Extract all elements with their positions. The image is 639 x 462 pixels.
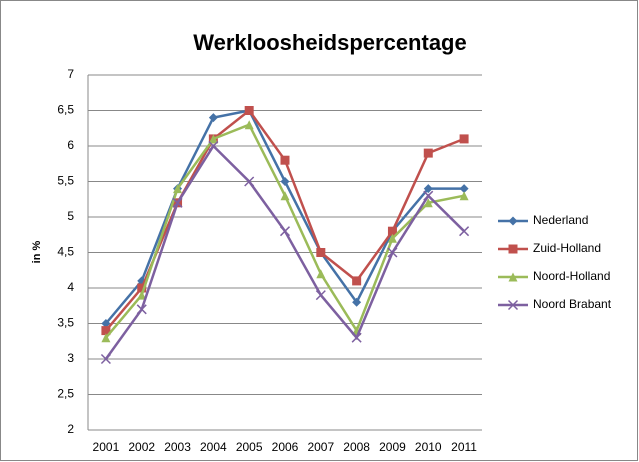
y-tick-label: 3 [67,351,74,365]
marker [208,134,218,144]
marker [352,276,362,286]
x-tick-label: 2007 [307,440,334,454]
marker [137,290,147,300]
x-tick-label: 2004 [200,440,227,454]
marker [459,191,469,201]
chart-title: Werkloosheidspercentage [193,30,466,55]
marker [316,248,326,257]
x-tick-label: 2009 [379,440,406,454]
marker [423,190,434,201]
marker [508,244,518,254]
marker [387,247,398,258]
y-tick-label: 2,5 [57,387,74,401]
x-tick-label: 2002 [128,440,155,454]
marker [280,191,290,201]
marker [208,113,218,123]
marker [100,353,111,365]
marker [208,140,219,152]
y-tick-label: 3,5 [57,316,74,330]
y-tick-label: 6,5 [57,103,74,117]
y-tick-label: 5 [67,209,74,223]
marker [459,184,469,194]
marker [459,226,470,237]
legend-label: Noord-Holland [533,269,610,283]
marker [423,148,433,158]
marker [423,198,433,208]
y-tick-label: 2 [67,422,74,436]
y-tick-label: 7 [67,67,74,81]
marker [351,332,362,343]
marker [101,333,111,343]
y-tick-label: 6 [67,138,74,152]
marker [459,134,469,144]
x-tick-label: 2001 [93,440,120,454]
marker [352,297,362,307]
legend-label: Zuid-Holland [533,241,601,255]
marker [244,176,255,187]
marker [508,272,518,282]
marker [508,216,518,226]
y-tick-label: 4 [67,280,74,294]
legend-label: Nederland [533,213,588,227]
y-tick-label: 4,5 [57,245,74,259]
x-tick-label: 2006 [272,440,299,454]
marker [280,177,290,186]
marker [316,269,326,279]
marker [136,304,147,315]
y-axis-label: in % [31,240,43,263]
x-tick-label: 2008 [343,440,370,454]
legend-label: Noord Brabant [533,297,612,311]
marker [101,326,111,336]
marker [387,226,397,236]
x-tick-label: 2010 [415,440,442,454]
x-tick-label: 2003 [164,440,191,454]
marker [244,106,254,115]
y-tick-label: 5,5 [57,174,74,188]
marker [244,120,254,130]
marker [279,226,291,237]
marker [423,184,433,194]
marker [137,283,147,293]
marker [172,197,183,208]
marker [507,299,519,311]
marker [315,290,326,301]
marker [173,184,183,194]
x-tick-label: 2005 [236,440,263,454]
marker [101,319,111,328]
marker [387,233,397,243]
x-tick-label: 2011 [451,440,477,454]
marker [280,155,290,165]
